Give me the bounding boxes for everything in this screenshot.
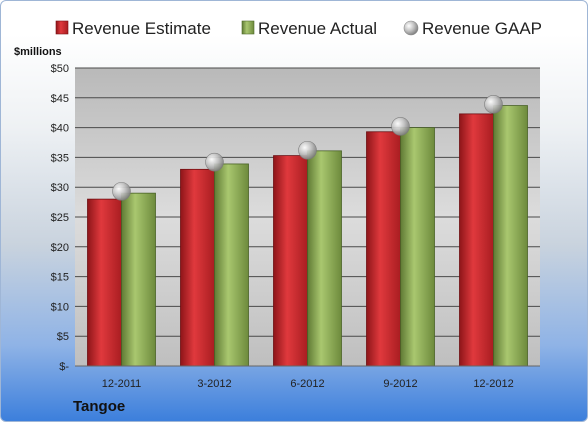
x-tick-label: 12-2012 bbox=[473, 378, 513, 390]
bar-revenue-actual bbox=[493, 105, 528, 367]
legend-marker-gaap bbox=[403, 20, 419, 36]
y-tick-label: $50 bbox=[51, 63, 69, 75]
x-tick-label: 12-2011 bbox=[102, 378, 142, 390]
y-tick-label: $30 bbox=[51, 182, 69, 194]
y-tick-label: $20 bbox=[51, 242, 69, 254]
gaap-markers bbox=[112, 95, 503, 201]
y-tick-label: $25 bbox=[51, 212, 69, 224]
legend-label-estimate: Revenue Estimate bbox=[72, 19, 211, 38]
legend-swatch-actual bbox=[241, 20, 255, 35]
marker-revenue-gaap bbox=[484, 95, 503, 114]
bar-revenue-actual bbox=[121, 192, 156, 367]
legend: Revenue Estimate Revenue Actual Revenue … bbox=[55, 19, 542, 38]
bar-revenue-actual bbox=[214, 163, 249, 367]
bar-revenue-estimate bbox=[273, 155, 308, 367]
bars bbox=[87, 105, 528, 367]
y-tick-label: $15 bbox=[51, 272, 69, 284]
marker-revenue-gaap bbox=[298, 140, 317, 160]
legend-label-actual: Revenue Actual bbox=[258, 19, 377, 38]
x-tick-label: 3-2012 bbox=[197, 378, 231, 390]
y-tick-label: $35 bbox=[51, 152, 69, 164]
x-tick-label: 9-2012 bbox=[383, 378, 417, 390]
bar-revenue-estimate bbox=[180, 168, 215, 367]
y-tick-label: $10 bbox=[51, 301, 69, 313]
y-tick-label: $- bbox=[59, 361, 69, 373]
y-tick-label: $45 bbox=[51, 93, 69, 105]
x-axis-tick-labels: 12-2011 3-2012 6-2012 9-2012 12-2012 bbox=[102, 378, 514, 390]
bar-revenue-estimate bbox=[459, 113, 494, 367]
legend-label-gaap: Revenue GAAP bbox=[422, 19, 542, 38]
bar-revenue-actual bbox=[307, 150, 342, 367]
bar-revenue-estimate bbox=[366, 131, 401, 367]
company-name: Tangoe bbox=[73, 398, 125, 415]
x-tick-label: 6-2012 bbox=[290, 378, 324, 390]
legend-swatch-estimate bbox=[55, 20, 69, 35]
marker-revenue-gaap bbox=[205, 152, 224, 172]
y-tick-label: $5 bbox=[57, 331, 69, 343]
marker-revenue-gaap bbox=[112, 182, 131, 201]
marker-revenue-gaap bbox=[391, 117, 410, 136]
bar-revenue-actual bbox=[400, 127, 435, 367]
y-axis-unit-label: $millions bbox=[14, 46, 62, 58]
y-tick-label: $40 bbox=[51, 123, 69, 135]
y-axis-tick-labels: $- $5 $10 $15 $20 $25 $30 $35 $40 $45 $50 bbox=[51, 63, 70, 373]
bar-revenue-estimate bbox=[87, 198, 122, 367]
